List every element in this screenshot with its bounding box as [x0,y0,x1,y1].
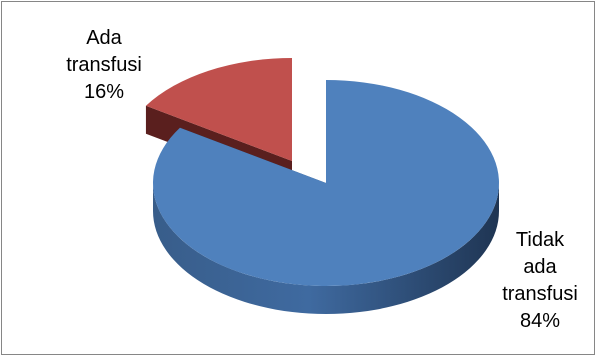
data-label-0-line-2: transfusi [502,283,578,305]
data-label-1: Ada transfusi 16% [66,27,142,103]
data-label-0: Tidak ada transfusi 84% [502,229,578,332]
data-label-0-line-1: ada [523,256,557,278]
data-label-1-line-1: transfusi [66,54,142,76]
data-label-1-line-2: 16% [84,81,124,103]
data-label-0-line-0: Tidak [516,229,565,251]
data-label-1-line-0: Ada [86,27,122,49]
data-label-0-line-3: 84% [520,310,560,332]
